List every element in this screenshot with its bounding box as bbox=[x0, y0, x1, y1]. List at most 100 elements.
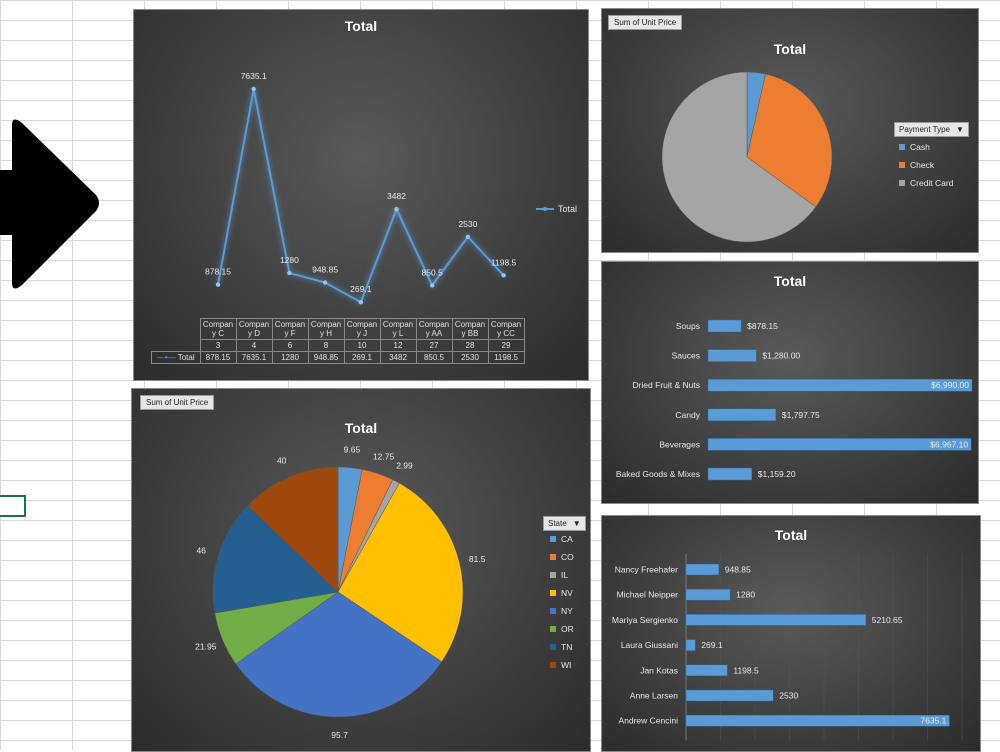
legend-item-ny[interactable]: NY bbox=[550, 606, 573, 616]
bar-data-label: 948.85 bbox=[725, 565, 751, 575]
legend-item-or[interactable]: OR bbox=[550, 624, 574, 634]
bar-data-label: 5210.65 bbox=[872, 615, 903, 625]
pie-slice-tn bbox=[212, 505, 339, 614]
line-category-id: 4 bbox=[235, 339, 273, 352]
line-table-value: 850.5 bbox=[415, 351, 453, 364]
line-category-id: 29 bbox=[487, 339, 525, 352]
line-category-label: Compan y CC bbox=[487, 318, 525, 340]
line-point bbox=[430, 283, 435, 288]
bar-data-label: $1,159.20 bbox=[758, 469, 796, 479]
legend-item-nv[interactable]: NV bbox=[550, 588, 573, 598]
pie-data-label: 95.7 bbox=[331, 730, 348, 740]
line-point bbox=[394, 207, 399, 212]
line-data-label: 850.5 bbox=[422, 267, 444, 277]
legend-item-credit-card[interactable]: Credit Card bbox=[899, 178, 953, 188]
bar-data-label: $6,967.10 bbox=[930, 439, 968, 449]
bar-category-label: Nancy Freehafer bbox=[615, 565, 678, 575]
line-point bbox=[287, 270, 292, 276]
line-data-label: 3482 bbox=[387, 191, 406, 201]
line-category-label: Compan y C bbox=[199, 318, 237, 340]
payment-legend-filter[interactable]: Payment Type ▼ bbox=[894, 122, 969, 137]
line-data-label: 878.15 bbox=[205, 267, 231, 277]
line-category-label: Compan y AA bbox=[415, 318, 453, 340]
state-field-button[interactable]: Sum of Unit Price bbox=[140, 395, 215, 410]
bar-category-label: Mariya Sergienko bbox=[612, 615, 678, 625]
bar bbox=[685, 588, 731, 601]
bar-data-label: 7635.1 bbox=[920, 716, 946, 726]
pie-data-label: 81.5 bbox=[469, 554, 486, 564]
line-point bbox=[215, 282, 221, 287]
category-bar-panel[interactable]: Total Soups $878.15 Sauces $1,280.00 Dried F… bbox=[601, 261, 979, 504]
selected-cell[interactable] bbox=[0, 495, 26, 517]
arrow-shape[interactable] bbox=[0, 115, 105, 295]
legend-item-ca[interactable]: CA bbox=[550, 534, 573, 544]
line-chart-panel[interactable]: Total 878.15 7635.1 1280 948.85 269.1 3482 850… bbox=[133, 9, 589, 381]
pie-slice-ny bbox=[235, 591, 443, 718]
line-table-value: 948.85 bbox=[307, 351, 345, 364]
employee-bar-title: Total bbox=[775, 527, 807, 543]
bar bbox=[685, 614, 867, 626]
line-category-label: Compan y D bbox=[235, 318, 273, 340]
bar bbox=[707, 378, 973, 392]
line-data-label: 269.1 bbox=[350, 284, 372, 294]
bar-category-label: Candy bbox=[675, 410, 700, 420]
line-legend[interactable]: Total bbox=[536, 204, 577, 214]
state-legend-filter[interactable]: State ▼ bbox=[543, 516, 586, 531]
bar-category-label: Soups bbox=[676, 321, 700, 331]
dropdown-arrow-icon: ▼ bbox=[572, 519, 581, 528]
legend-item-il[interactable]: IL bbox=[550, 570, 568, 580]
state-pie-panel[interactable]: Sum of Unit Price Total 9.65 12.75 2.99 81.… bbox=[131, 388, 591, 752]
bar bbox=[707, 349, 757, 362]
bar-data-label: $878.15 bbox=[747, 321, 778, 331]
state-pie-title: Total bbox=[345, 420, 377, 436]
line-category-id: 10 bbox=[343, 339, 381, 352]
bar-data-label: 269.1 bbox=[701, 640, 723, 650]
legend-item-cash[interactable]: Cash bbox=[899, 142, 930, 152]
bar-category-label: Michael Neipper bbox=[617, 590, 679, 600]
bar bbox=[685, 563, 719, 576]
bar bbox=[707, 438, 972, 451]
pie-data-label: 46 bbox=[196, 545, 206, 555]
bar-data-label: $1,280.00 bbox=[762, 351, 800, 361]
pie-slice-credit-card bbox=[661, 71, 817, 243]
pie-data-label: 12.75 bbox=[373, 451, 395, 461]
bar-data-label: 2530 bbox=[779, 691, 798, 701]
pie-slice-check bbox=[746, 73, 833, 208]
line-category-label: Compan y H bbox=[307, 318, 345, 340]
legend-item-tn[interactable]: TN bbox=[550, 642, 572, 652]
bar-data-label: $6,990.00 bbox=[931, 380, 969, 390]
category-bar-title: Total bbox=[774, 273, 806, 289]
legend-item-co[interactable]: CO bbox=[550, 552, 574, 562]
line-point bbox=[251, 86, 256, 92]
line-category-label: Compan y BB bbox=[451, 318, 489, 340]
line-table-value: 269.1 bbox=[343, 351, 381, 364]
line-data-table: Compan y C Compan y D Compan y F Compan y H Comp… bbox=[151, 318, 525, 364]
line-data-label: 7635.1 bbox=[241, 71, 267, 81]
pie-data-label: 9.65 bbox=[344, 445, 361, 455]
payment-pie-panel[interactable]: Sum of Unit Price Total Payment Type ▼ Ca… bbox=[601, 8, 979, 253]
line-category-label: Compan y L bbox=[379, 318, 417, 340]
employee-bar-panel[interactable]: Total Nancy Freehafer 948.85 Michael Neipp… bbox=[601, 515, 981, 752]
line-table-value: 1280 bbox=[271, 351, 309, 364]
line-data-label: 1280 bbox=[280, 255, 299, 265]
bar-category-label: Laura Giussani bbox=[621, 640, 678, 650]
bar bbox=[685, 689, 774, 702]
line-table-value: 3482 bbox=[379, 351, 417, 364]
bar bbox=[707, 467, 753, 481]
legend-item-wi[interactable]: WI bbox=[550, 660, 571, 670]
line-category-id: 27 bbox=[415, 339, 453, 352]
payment-field-button[interactable]: Sum of Unit Price bbox=[608, 15, 683, 30]
bar bbox=[707, 408, 777, 422]
legend-item-check[interactable]: Check bbox=[899, 160, 934, 170]
line-series bbox=[217, 88, 505, 304]
line-table-value: 7635.1 bbox=[235, 351, 273, 364]
line-category-label: Compan y F bbox=[271, 318, 309, 340]
line-data-label: 1198.5 bbox=[491, 257, 517, 267]
employee-bar-chart: Total Nancy Freehafer 948.85 Michael Neipp… bbox=[612, 527, 963, 741]
bar bbox=[707, 319, 742, 333]
line-data-label: 948.85 bbox=[312, 265, 338, 275]
category-bar-chart: Total Soups $878.15 Sauces $1,280.00 Dried F… bbox=[616, 273, 973, 481]
bar-data-label: 1198.5 bbox=[733, 665, 759, 675]
line-point bbox=[501, 273, 506, 278]
bar-category-label: Beverages bbox=[659, 439, 700, 449]
